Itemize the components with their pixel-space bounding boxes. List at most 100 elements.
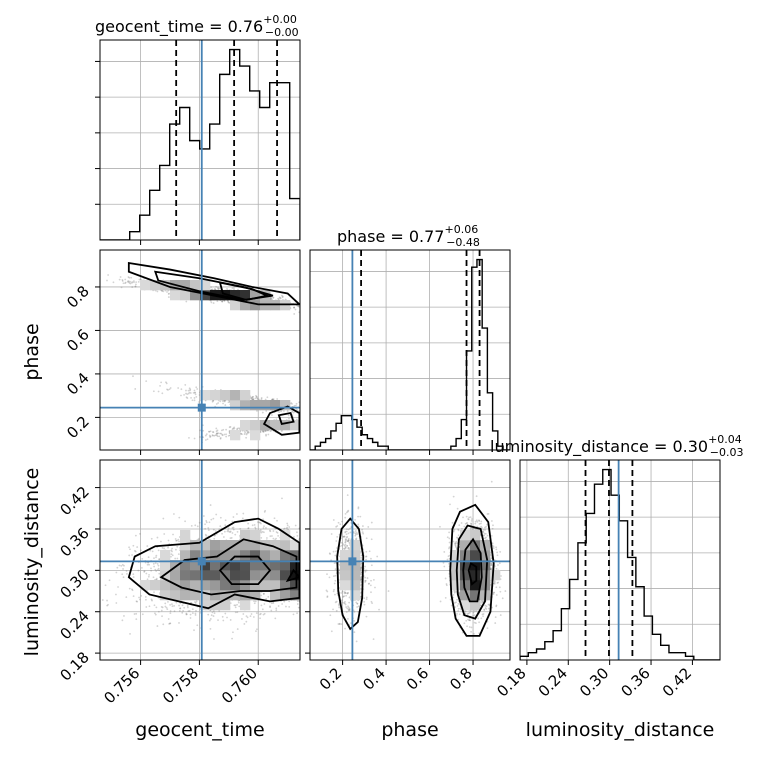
sample-point: [194, 602, 197, 604]
sample-point: [204, 533, 207, 536]
sample-point: [117, 586, 119, 588]
sample-point: [121, 563, 124, 566]
sample-point: [136, 546, 139, 548]
sample-point: [135, 600, 138, 603]
sample-point: [253, 524, 256, 526]
sample-point: [296, 534, 299, 537]
sample-point: [158, 569, 161, 572]
sample-point: [104, 584, 107, 587]
sample-point: [170, 549, 173, 552]
sample-point: [233, 426, 236, 429]
sample-point: [245, 436, 247, 439]
sample-point: [167, 539, 170, 542]
sample-point: [227, 527, 230, 529]
sample-point: [254, 526, 257, 529]
sample-point: [171, 554, 174, 557]
sample-point: [225, 428, 228, 431]
density-cell: [180, 290, 191, 301]
sample-point: [265, 410, 268, 412]
sample-point: [120, 286, 123, 289]
sample-point: [129, 280, 131, 283]
sample-point: [150, 598, 153, 601]
sample-point: [189, 392, 192, 394]
sample-point: [129, 633, 131, 635]
sample-point: [246, 616, 249, 619]
sample-point: [165, 381, 167, 384]
sample-point: [207, 529, 210, 532]
sample-point: [185, 613, 188, 616]
sample-point: [144, 596, 147, 598]
sample-point: [220, 429, 223, 432]
sample-point: [221, 300, 224, 303]
sample-point: [155, 556, 157, 559]
sample-point: [170, 555, 172, 558]
sample-point: [277, 534, 280, 537]
title-luminosity-distance: luminosity_distance = 0.30+0.04 −0.03: [490, 433, 744, 459]
sample-point: [280, 430, 283, 433]
sample-point: [266, 537, 268, 539]
sample-point: [204, 527, 207, 530]
sample-point: [145, 606, 148, 608]
sample-point: [128, 546, 130, 549]
panels-layer: 0.18 0.24 0.30 0.36 0.420.20.40.60.80.756 0.7…: [56, 39, 721, 707]
sample-point: [240, 432, 243, 435]
sample-point: [160, 381, 163, 384]
density-cell: [240, 290, 251, 301]
sample-point: [242, 613, 245, 615]
sample-point: [270, 602, 273, 605]
sample-point: [106, 604, 109, 607]
sample-point: [178, 540, 180, 543]
sample-point: [162, 623, 165, 626]
sample-point: [123, 615, 125, 617]
sample-point: [253, 602, 256, 605]
sample-point: [230, 537, 233, 539]
sample-point: [277, 297, 279, 300]
sample-point: [260, 594, 262, 597]
sample-point: [146, 545, 149, 547]
sample-point: [179, 607, 182, 610]
density-cell: [250, 300, 261, 311]
sample-point: [272, 296, 275, 299]
sample-point: [128, 554, 131, 557]
sample-point: [226, 530, 229, 533]
sample-point: [188, 391, 191, 394]
density-cell: [240, 390, 251, 401]
sample-point: [209, 628, 212, 630]
sample-point: [157, 610, 160, 613]
sample-point: [192, 391, 195, 394]
sample-point: [213, 638, 215, 640]
sample-point: [267, 433, 270, 436]
sample-point: [278, 298, 280, 300]
histogram-step: [100, 48, 300, 240]
sample-point: [204, 439, 207, 441]
sample-point: [286, 410, 289, 412]
sample-point: [213, 534, 216, 537]
sample-point: [234, 533, 237, 536]
density-cell: [270, 400, 281, 411]
sample-point: [180, 394, 182, 397]
sample-point: [121, 279, 124, 281]
sample-point: [171, 547, 173, 550]
sample-point: [295, 402, 298, 405]
sample-point: [195, 609, 197, 612]
sample-point: [157, 549, 160, 552]
density-cell: [220, 390, 231, 401]
sample-point: [140, 567, 143, 569]
sample-point: [126, 280, 129, 283]
sample-point: [166, 608, 169, 611]
sample-point: [131, 281, 134, 283]
sample-point: [263, 592, 265, 595]
density-cell: [280, 400, 291, 411]
sample-point: [177, 553, 180, 556]
sample-point: [274, 617, 277, 620]
sample-point: [138, 598, 141, 601]
sample-point: [271, 398, 274, 401]
sample-point: [184, 384, 187, 386]
sample-point: [219, 437, 222, 440]
sample-point: [263, 612, 266, 615]
sample-point: [154, 562, 157, 565]
sample-point: [212, 615, 215, 617]
sample-point: [161, 290, 164, 292]
sample-point: [249, 615, 252, 618]
